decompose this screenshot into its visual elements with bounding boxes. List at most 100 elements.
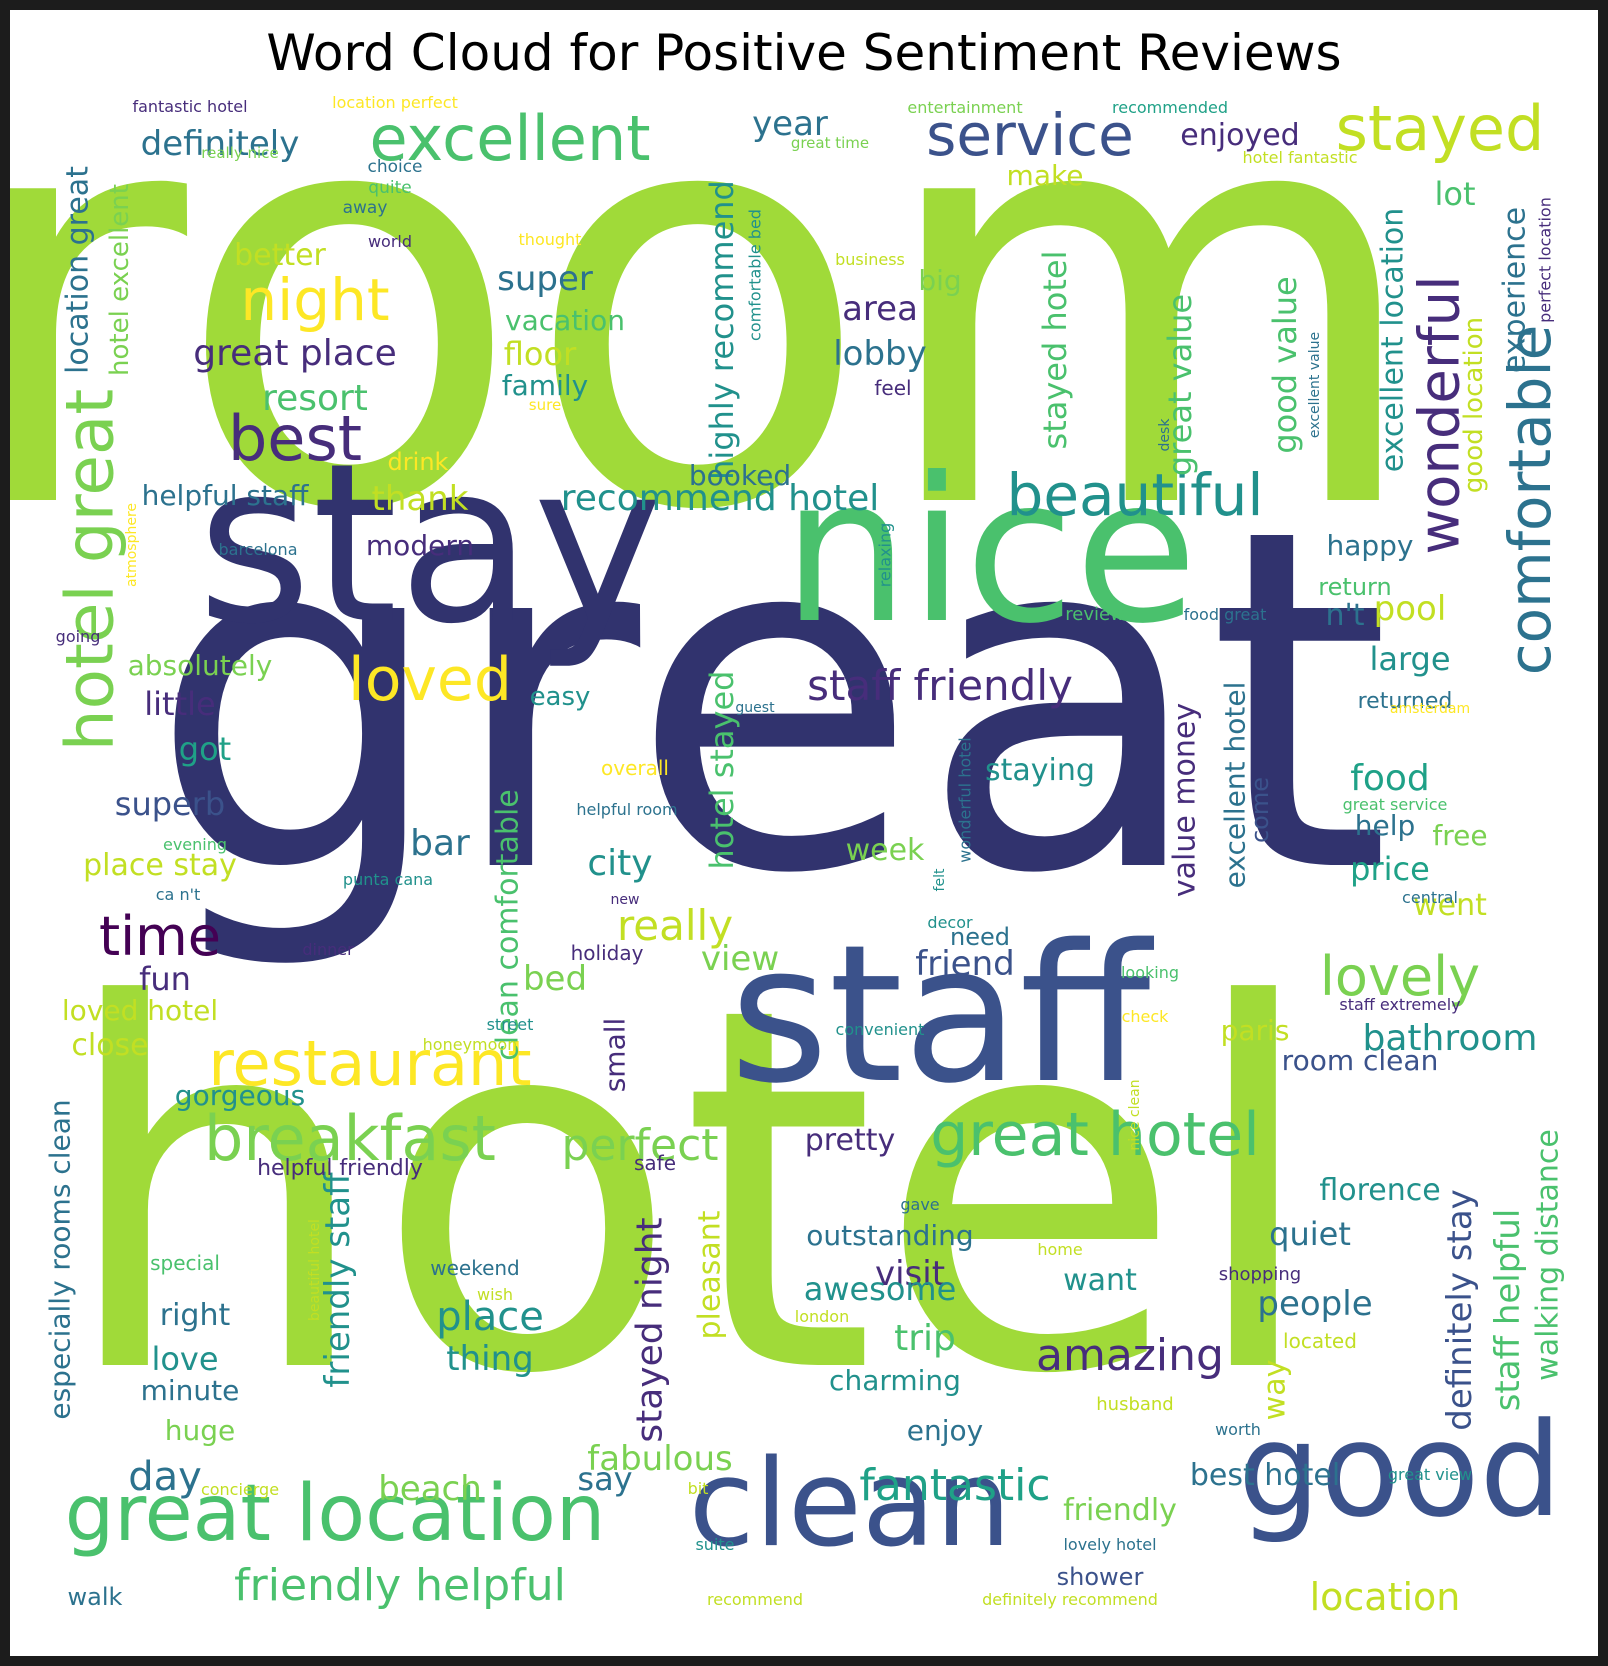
word-158: review (1065, 604, 1125, 625)
word-31: recommend hotel (561, 478, 879, 519)
word-118: thing (446, 1339, 533, 1379)
word-54: pleasant (693, 1210, 728, 1339)
word-188: shopping (1219, 1264, 1302, 1285)
word-141: quite (368, 178, 411, 198)
word-8: great location (65, 1469, 606, 1559)
word-41: great value (1161, 294, 1199, 476)
word-48: excellent location (1376, 208, 1411, 473)
word-172: decor (927, 913, 973, 932)
word-87: place stay (83, 848, 237, 883)
word-147: comfortable bed (746, 209, 765, 341)
word-152: excellent value (1307, 332, 1323, 438)
word-154: relaxing (876, 523, 895, 588)
word-100: bed (523, 959, 587, 999)
word-45: hotel stayed (703, 671, 741, 870)
word-168: ca n't (156, 885, 201, 904)
word-29: location (1310, 1575, 1461, 1619)
word-79: returned (1358, 689, 1453, 714)
word-1: great (149, 429, 1392, 976)
word-175: looking (1121, 963, 1179, 982)
word-189: london (795, 1307, 849, 1326)
word-113: quiet (1269, 1215, 1351, 1253)
word-63: vacation (505, 304, 625, 337)
word-67: area (842, 289, 918, 329)
word-58: enjoyed (1180, 118, 1299, 153)
word-194: bit (688, 1479, 709, 1498)
word-25: amazing (1036, 1330, 1224, 1381)
word-52: value money (1168, 703, 1203, 897)
word-50: experience (1498, 207, 1533, 373)
word-69: lobby (833, 334, 927, 374)
word-145: business (835, 250, 905, 269)
word-28: staff friendly (807, 661, 1073, 710)
word-78: large (1369, 640, 1450, 678)
word-42: good value (1266, 276, 1304, 453)
word-72: thank (372, 479, 469, 519)
word-55: rooms clean (44, 1099, 77, 1270)
word-38: definitely stay (1440, 1189, 1480, 1431)
word-43: stayed hotel (1036, 251, 1074, 450)
word-153: perfect location (1536, 197, 1555, 323)
word-35: place (436, 1294, 544, 1340)
word-24: fantastic (859, 1460, 1050, 1511)
word-85: bar (410, 823, 470, 864)
word-65: family (502, 369, 588, 402)
word-111: outstanding (806, 1219, 973, 1252)
word-186: wish (477, 1285, 513, 1304)
word-109: safe (634, 1151, 676, 1175)
word-134: fantastic hotel (132, 97, 247, 116)
word-110: florence (1319, 1173, 1440, 1208)
word-92: price (1350, 850, 1430, 888)
word-37: stayed night (630, 1217, 671, 1442)
word-17: beautiful (1007, 461, 1264, 529)
word-122: charming (829, 1364, 961, 1397)
word-15: great hotel (930, 1100, 1260, 1170)
word-23: lovely (1320, 945, 1480, 1008)
word-132: shower (1057, 1563, 1144, 1591)
word-193: concierge (201, 1480, 279, 1499)
word-33: great place (193, 333, 396, 374)
word-149: feel (874, 376, 911, 400)
word-176: staff extremely (1339, 995, 1460, 1014)
word-130: best hotel (1190, 1458, 1340, 1493)
word-88: staying (985, 753, 1095, 788)
word-89: food (1350, 758, 1430, 799)
word-77: n't (1325, 598, 1364, 633)
word-18: best (228, 402, 362, 475)
word-184: beautiful hotel (307, 1219, 323, 1321)
word-95: come (1246, 777, 1274, 843)
word-140: choice (367, 157, 422, 177)
word-116: people (1257, 1284, 1372, 1324)
word-9: hotel great (52, 389, 129, 752)
word-160: guest (735, 700, 775, 716)
word-156: atmosphere (124, 503, 140, 587)
word-196: suite (695, 1535, 734, 1554)
word-56: especially (44, 1280, 77, 1419)
word-104: paris (1221, 1014, 1290, 1047)
word-4: nice (782, 435, 1197, 668)
word-123: huge (165, 1414, 236, 1447)
word-162: overall (601, 756, 669, 780)
word-59: make (1007, 159, 1084, 192)
word-155: barcelona (218, 540, 297, 559)
word-97: friend (915, 944, 1014, 984)
word-128: beach (378, 1469, 482, 1509)
word-75: return (1318, 573, 1391, 601)
word-135: location perfect (332, 93, 458, 112)
word-139: really nice (201, 144, 278, 162)
word-36: friendly staff (318, 1171, 358, 1388)
word-2: hotel (57, 901, 1322, 1483)
word-187: home (1037, 1240, 1082, 1259)
word-170: felt (932, 868, 948, 891)
word-94: went (1413, 888, 1487, 923)
word-30: really (617, 901, 733, 950)
word-163: wonderful hotel (956, 737, 975, 862)
word-61: better (234, 238, 326, 273)
word-64: floor (504, 335, 577, 373)
word-44: highly recommend (703, 180, 741, 480)
word-179: convenient (836, 1020, 925, 1039)
word-83: got (179, 730, 231, 768)
word-161: amsterdam (1390, 701, 1470, 717)
word-10: excellent (369, 102, 650, 175)
word-103: small (599, 1018, 632, 1093)
